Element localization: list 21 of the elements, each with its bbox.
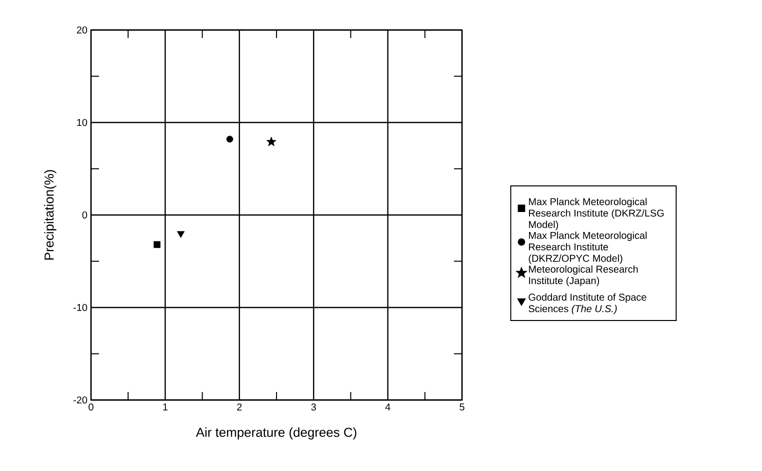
y-tick-label: -10: [74, 304, 88, 312]
x-tick-label: 0: [88, 404, 94, 411]
legend-label: Meteorological Research Institute (Japan): [529, 265, 638, 286]
y-tick-label: 20: [76, 26, 88, 34]
y-axis-title: Precipitation(%): [44, 170, 56, 260]
legend-label: Max Planck Meteorological Research Institute (DKRZ/LSG Model): [529, 198, 664, 230]
y-tick-label: -20: [74, 396, 88, 404]
x-axis-title: Air temperature (degrees C): [196, 427, 356, 440]
x-tick-label: 4: [385, 404, 390, 410]
point: [154, 241, 160, 248]
y-tick-label: 10: [77, 118, 88, 126]
x-tick-label: 1: [163, 404, 168, 410]
legend-label: Goddard Institute of Space Sciences (The U.S.): [528, 293, 646, 314]
x-tick-label: 5: [460, 404, 464, 410]
legend-label: Max Planck Meteorological Research Institute (DKRZ/OPYC Model): [528, 232, 647, 264]
point: [266, 136, 276, 146]
y-tick-label: 0: [82, 211, 88, 219]
x-tick-label: 2: [237, 404, 242, 410]
x-tick-label: 3: [311, 404, 316, 411]
point: [176, 231, 185, 238]
point: [226, 136, 234, 143]
